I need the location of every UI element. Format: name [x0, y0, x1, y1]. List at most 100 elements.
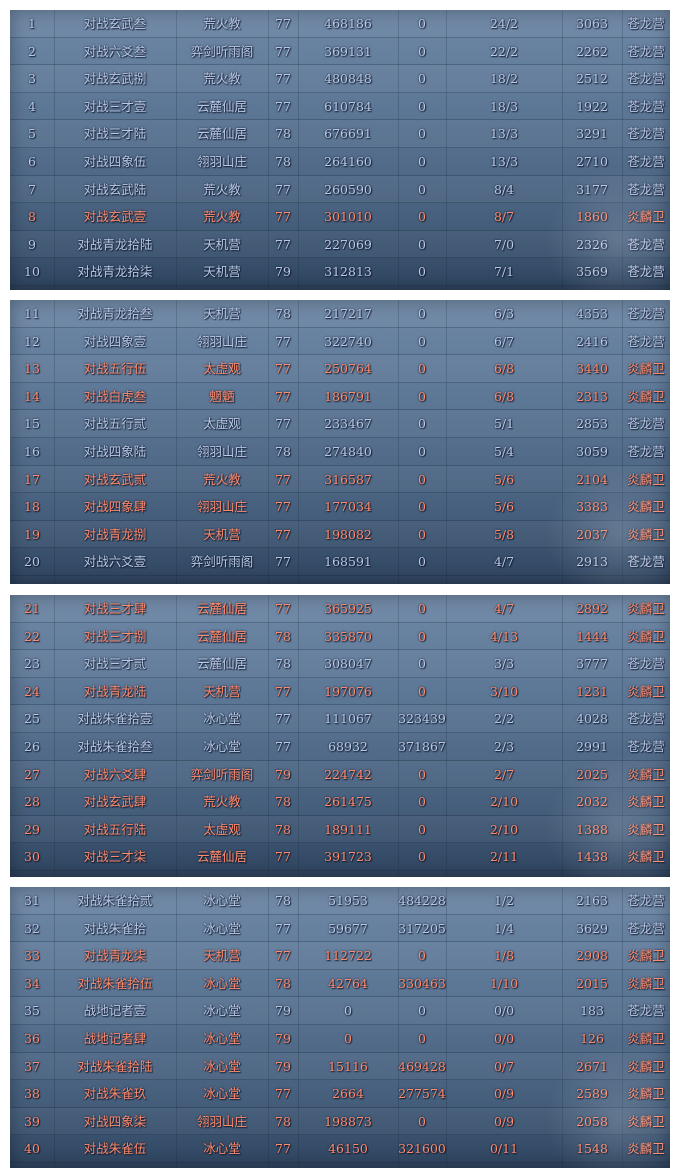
player-name-cell: 对战朱雀伍 [83, 1141, 147, 1157]
faction-cell: 苍龙营 [627, 333, 665, 349]
table-row[interactable]: 40 对战朱雀伍 冰心堂 77 46150 321600 0/11 1548 炎麟卫 [10, 1135, 670, 1163]
column-divider [268, 887, 269, 1168]
level-cell: 77 [275, 499, 291, 515]
table-row[interactable]: 38 对战朱雀玖 冰心堂 77 2664 277574 0/9 2589 炎麟卫 [10, 1080, 670, 1108]
table-row[interactable]: 31 对战朱雀拾贰 冰心堂 78 51953 484228 1/2 2163 苍龙营 [10, 887, 670, 915]
table-row[interactable]: 5 对战三才陆 云麓仙居 78 676691 0 13/3 3291 苍龙营 [10, 120, 670, 148]
faction-cell: 苍龙营 [627, 181, 665, 197]
table-row[interactable]: 10 对战青龙拾柒 天机营 79 312813 0 7/1 3569 苍龙营 [10, 258, 670, 286]
kill-death-cell: 4/7 [493, 601, 515, 616]
rank-cell: 40 [24, 1141, 40, 1157]
table-row[interactable]: 24 对战青龙陆 天机营 77 197076 0 3/10 1231 炎麟卫 [10, 678, 670, 706]
kill-death-cell: 2/10 [489, 794, 519, 810]
column-divider [446, 595, 447, 877]
table-row[interactable]: 8 对战玄武壹 荒火教 77 301010 0 8/7 1860 炎麟卫 [10, 203, 670, 231]
table-row[interactable]: 26 对战朱雀拾叁 冰心堂 77 68932 371867 2/3 2991 苍龙营 [10, 733, 670, 761]
table-row[interactable]: 17 对战玄武贰 荒火教 77 316587 0 5/6 2104 炎麟卫 [10, 466, 670, 494]
table-row[interactable]: 16 对战四象陆 翎羽山庄 78 274840 0 5/4 3059 苍龙营 [10, 438, 670, 466]
rank-cell: 12 [24, 333, 40, 349]
faction-cell: 炎麟卫 [627, 499, 665, 515]
table-row[interactable]: 29 对战五行陆 太虚观 78 189111 0 2/10 1388 炎麟卫 [10, 816, 670, 844]
table-row[interactable]: 11 对战青龙拾叁 天机营 78 217217 0 6/3 4353 苍龙营 [10, 300, 670, 328]
column-divider [176, 300, 177, 584]
table-row[interactable]: 2 对战六爻叁 弈剑听雨阁 77 369131 0 22/2 2262 苍龙营 [10, 38, 670, 66]
table-row[interactable]: 3 对战玄武捌 荒火教 77 480848 0 18/2 2512 苍龙营 [10, 65, 670, 93]
score-cell: 233467 [324, 416, 372, 432]
rank-cell: 16 [24, 443, 40, 459]
table-row[interactable]: 13 对战五行伍 太虚观 77 250764 0 6/8 3440 炎麟卫 [10, 355, 670, 383]
sect-cell: 太虚观 [203, 416, 241, 432]
table-row[interactable]: 12 对战四象壹 翎羽山庄 77 322740 0 6/7 2416 苍龙营 [10, 328, 670, 356]
table-row[interactable]: 9 对战青龙拾陆 天机营 77 227069 0 7/0 2326 苍龙营 [10, 231, 670, 259]
table-row[interactable]: 35 战地记者壹 冰心堂 79 0 0 0/0 183 苍龙营 [10, 997, 670, 1025]
table-row[interactable]: 37 对战朱雀拾陆 冰心堂 79 15116 469428 0/7 2671 炎麟卫 [10, 1053, 670, 1081]
score-cell: 68932 [328, 738, 368, 754]
table-row[interactable]: 23 对战三才贰 云麓仙居 78 308047 0 3/3 3777 苍龙营 [10, 650, 670, 678]
sect-cell: 翎羽山庄 [196, 1113, 247, 1129]
score-cell: 46150 [328, 1141, 368, 1157]
table-row[interactable]: 32 对战朱雀拾 冰心堂 77 59677 317205 1/4 3629 苍龙营 [10, 915, 670, 943]
rank-cell: 3 [28, 71, 36, 87]
table-row[interactable]: 6 对战四象伍 翎羽山庄 78 264160 0 13/3 2710 苍龙营 [10, 148, 670, 176]
table-row[interactable]: 18 对战四象肆 翎羽山庄 77 177034 0 5/6 3383 炎麟卫 [10, 493, 670, 521]
score-cell: 51953 [328, 893, 368, 908]
player-name-cell: 对战三才肆 [83, 601, 147, 616]
table-row[interactable]: 15 对战五行贰 太虚观 77 233467 0 5/1 2853 苍龙营 [10, 410, 670, 438]
level-cell: 77 [275, 43, 291, 59]
kill-death-cell: 1/2 [493, 893, 515, 908]
points-cell: 1438 [576, 849, 608, 865]
score-cell: 468186 [324, 16, 372, 31]
table-row[interactable]: 19 对战青龙捌 天机营 77 198082 0 5/8 2037 炎麟卫 [10, 521, 670, 549]
extra-score-cell: 0 [418, 1030, 426, 1046]
level-cell: 77 [275, 738, 291, 754]
faction-cell: 炎麟卫 [627, 683, 665, 699]
points-cell: 1388 [576, 821, 608, 837]
table-row[interactable]: 1 对战玄武叁 荒火教 77 468186 0 24/2 3063 苍龙营 [10, 10, 670, 38]
faction-cell: 炎麟卫 [627, 526, 665, 542]
rank-cell: 17 [24, 471, 40, 487]
table-row[interactable]: 7 对战玄武陆 荒火教 77 260590 0 8/4 3177 苍龙营 [10, 176, 670, 204]
column-divider [446, 10, 447, 290]
table-row[interactable]: 4 对战三才壹 云麓仙居 77 610784 0 18/3 1922 苍龙营 [10, 93, 670, 121]
faction-cell: 苍龙营 [627, 656, 665, 672]
score-cell: 168591 [324, 554, 372, 570]
table-row[interactable]: 33 对战青龙柒 天机营 77 112722 0 1/8 2908 炎麟卫 [10, 942, 670, 970]
table-row[interactable]: 39 对战四象柒 翎羽山庄 78 198873 0 0/9 2058 炎麟卫 [10, 1108, 670, 1136]
score-cell: 189111 [324, 821, 372, 837]
sect-cell: 冰心堂 [203, 1003, 241, 1019]
column-divider [268, 595, 269, 877]
sect-cell: 太虚观 [203, 821, 241, 837]
score-cell: 316587 [324, 471, 372, 487]
column-divider [176, 10, 177, 290]
sect-cell: 荒火教 [203, 471, 241, 487]
table-row[interactable]: 34 对战朱雀拾伍 冰心堂 78 42764 330463 1/10 2015 炎麟卫 [10, 970, 670, 998]
table-row[interactable]: 22 对战三才捌 云麓仙居 78 335870 0 4/13 1444 炎麟卫 [10, 623, 670, 651]
table-row[interactable]: 20 对战六爻壹 弈剑听雨阁 77 168591 0 4/7 2913 苍龙营 [10, 548, 670, 576]
points-cell: 2589 [576, 1086, 608, 1102]
points-cell: 2892 [576, 601, 608, 616]
kill-death-cell: 13/3 [489, 153, 519, 169]
kill-death-cell: 3/3 [493, 656, 515, 672]
rank-cell: 10 [24, 264, 40, 280]
table-row[interactable]: 30 对战三才柒 云麓仙居 77 391723 0 2/11 1438 炎麟卫 [10, 843, 670, 871]
level-cell: 77 [275, 948, 291, 964]
table-row[interactable]: 21 对战三才肆 云麓仙居 77 365925 0 4/7 2892 炎麟卫 [10, 595, 670, 623]
table-row[interactable]: 27 对战六爻肆 弈剑听雨阁 79 224742 0 2/7 2025 炎麟卫 [10, 761, 670, 789]
player-name-cell: 对战朱雀拾 [83, 920, 147, 936]
extra-score-cell: 277574 [398, 1086, 446, 1102]
table-row[interactable]: 36 战地记者肆 冰心堂 79 0 0 0/0 126 炎麟卫 [10, 1025, 670, 1053]
extra-score-cell: 0 [418, 209, 426, 225]
faction-cell: 苍龙营 [627, 236, 665, 252]
points-cell: 3440 [576, 361, 608, 377]
table-row[interactable]: 25 对战朱雀拾壹 冰心堂 77 111067 323439 2/2 4028 苍龙营 [10, 705, 670, 733]
level-cell: 77 [275, 526, 291, 542]
points-cell: 1231 [576, 683, 608, 699]
extra-score-cell: 0 [418, 683, 426, 699]
sect-cell: 云麓仙居 [196, 126, 247, 142]
kill-death-cell: 0/11 [489, 1141, 519, 1157]
table-row[interactable]: 28 对战玄武肆 荒火教 78 261475 0 2/10 2032 炎麟卫 [10, 788, 670, 816]
points-cell: 2058 [576, 1113, 608, 1129]
score-cell: 0 [344, 1003, 352, 1019]
table-row[interactable]: 14 对战白虎叁 魍魉 77 186791 0 6/8 2313 炎麟卫 [10, 383, 670, 411]
level-cell: 78 [275, 821, 291, 837]
